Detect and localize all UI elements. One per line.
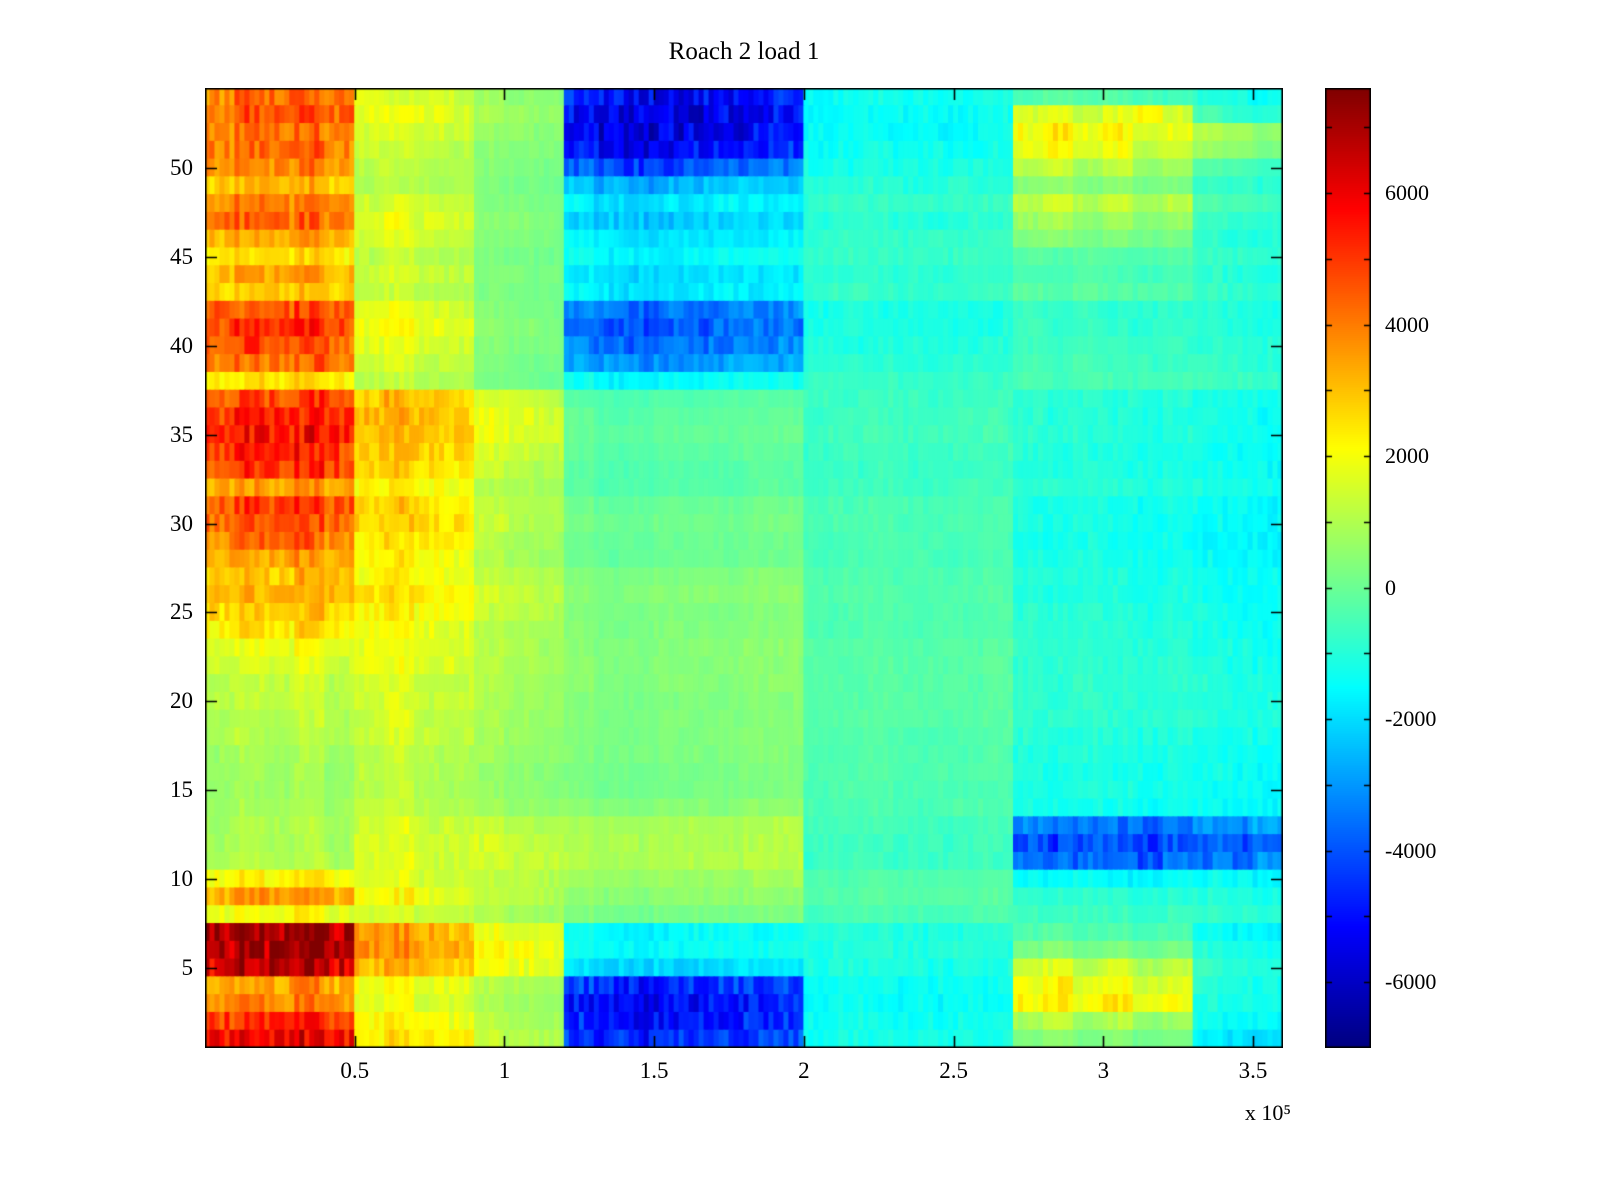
y-tick-label: 5 (181, 955, 194, 980)
colorbar-tick-label: -4000 (1385, 837, 1437, 863)
colorbar-tick-label: 4000 (1385, 311, 1429, 337)
colorbar-tick-label: 0 (1385, 574, 1396, 600)
y-tick-label: 10 (170, 866, 193, 892)
x-tick-label: 1.5 (639, 1058, 669, 1083)
colorbar-canvas (1325, 88, 1371, 1048)
x-axis-exponent-label: x 10⁵ (1244, 1100, 1291, 1125)
x-tick-label: 3.5 (1238, 1058, 1268, 1083)
colorbar-tick-label: -6000 (1385, 969, 1437, 995)
y-tick-label: 45 (170, 243, 193, 269)
y-tick-label: 40 (170, 332, 193, 358)
x-tick-label: 0.5 (340, 1058, 370, 1083)
y-tick-label: 30 (170, 510, 193, 536)
y-tick-label: 15 (170, 777, 193, 803)
x-tick-label: 2 (798, 1058, 810, 1083)
y-tick-label: 25 (170, 599, 193, 625)
x-tick-label: 1 (498, 1058, 511, 1083)
y-tick-label: 50 (170, 155, 193, 180)
heatmap-canvas (205, 88, 1283, 1048)
colorbar-tick-label: -2000 (1385, 706, 1437, 732)
colorbar-tick-label: 6000 (1385, 180, 1429, 206)
y-tick-label: 20 (170, 688, 193, 714)
colorbar-tick-label: 2000 (1385, 443, 1429, 469)
x-tick-label: 3 (1097, 1058, 1110, 1083)
y-tick-label: 35 (170, 421, 193, 447)
chart-title: Roach 2 load 1 (668, 38, 820, 65)
x-tick-label: 2.5 (939, 1058, 968, 1083)
